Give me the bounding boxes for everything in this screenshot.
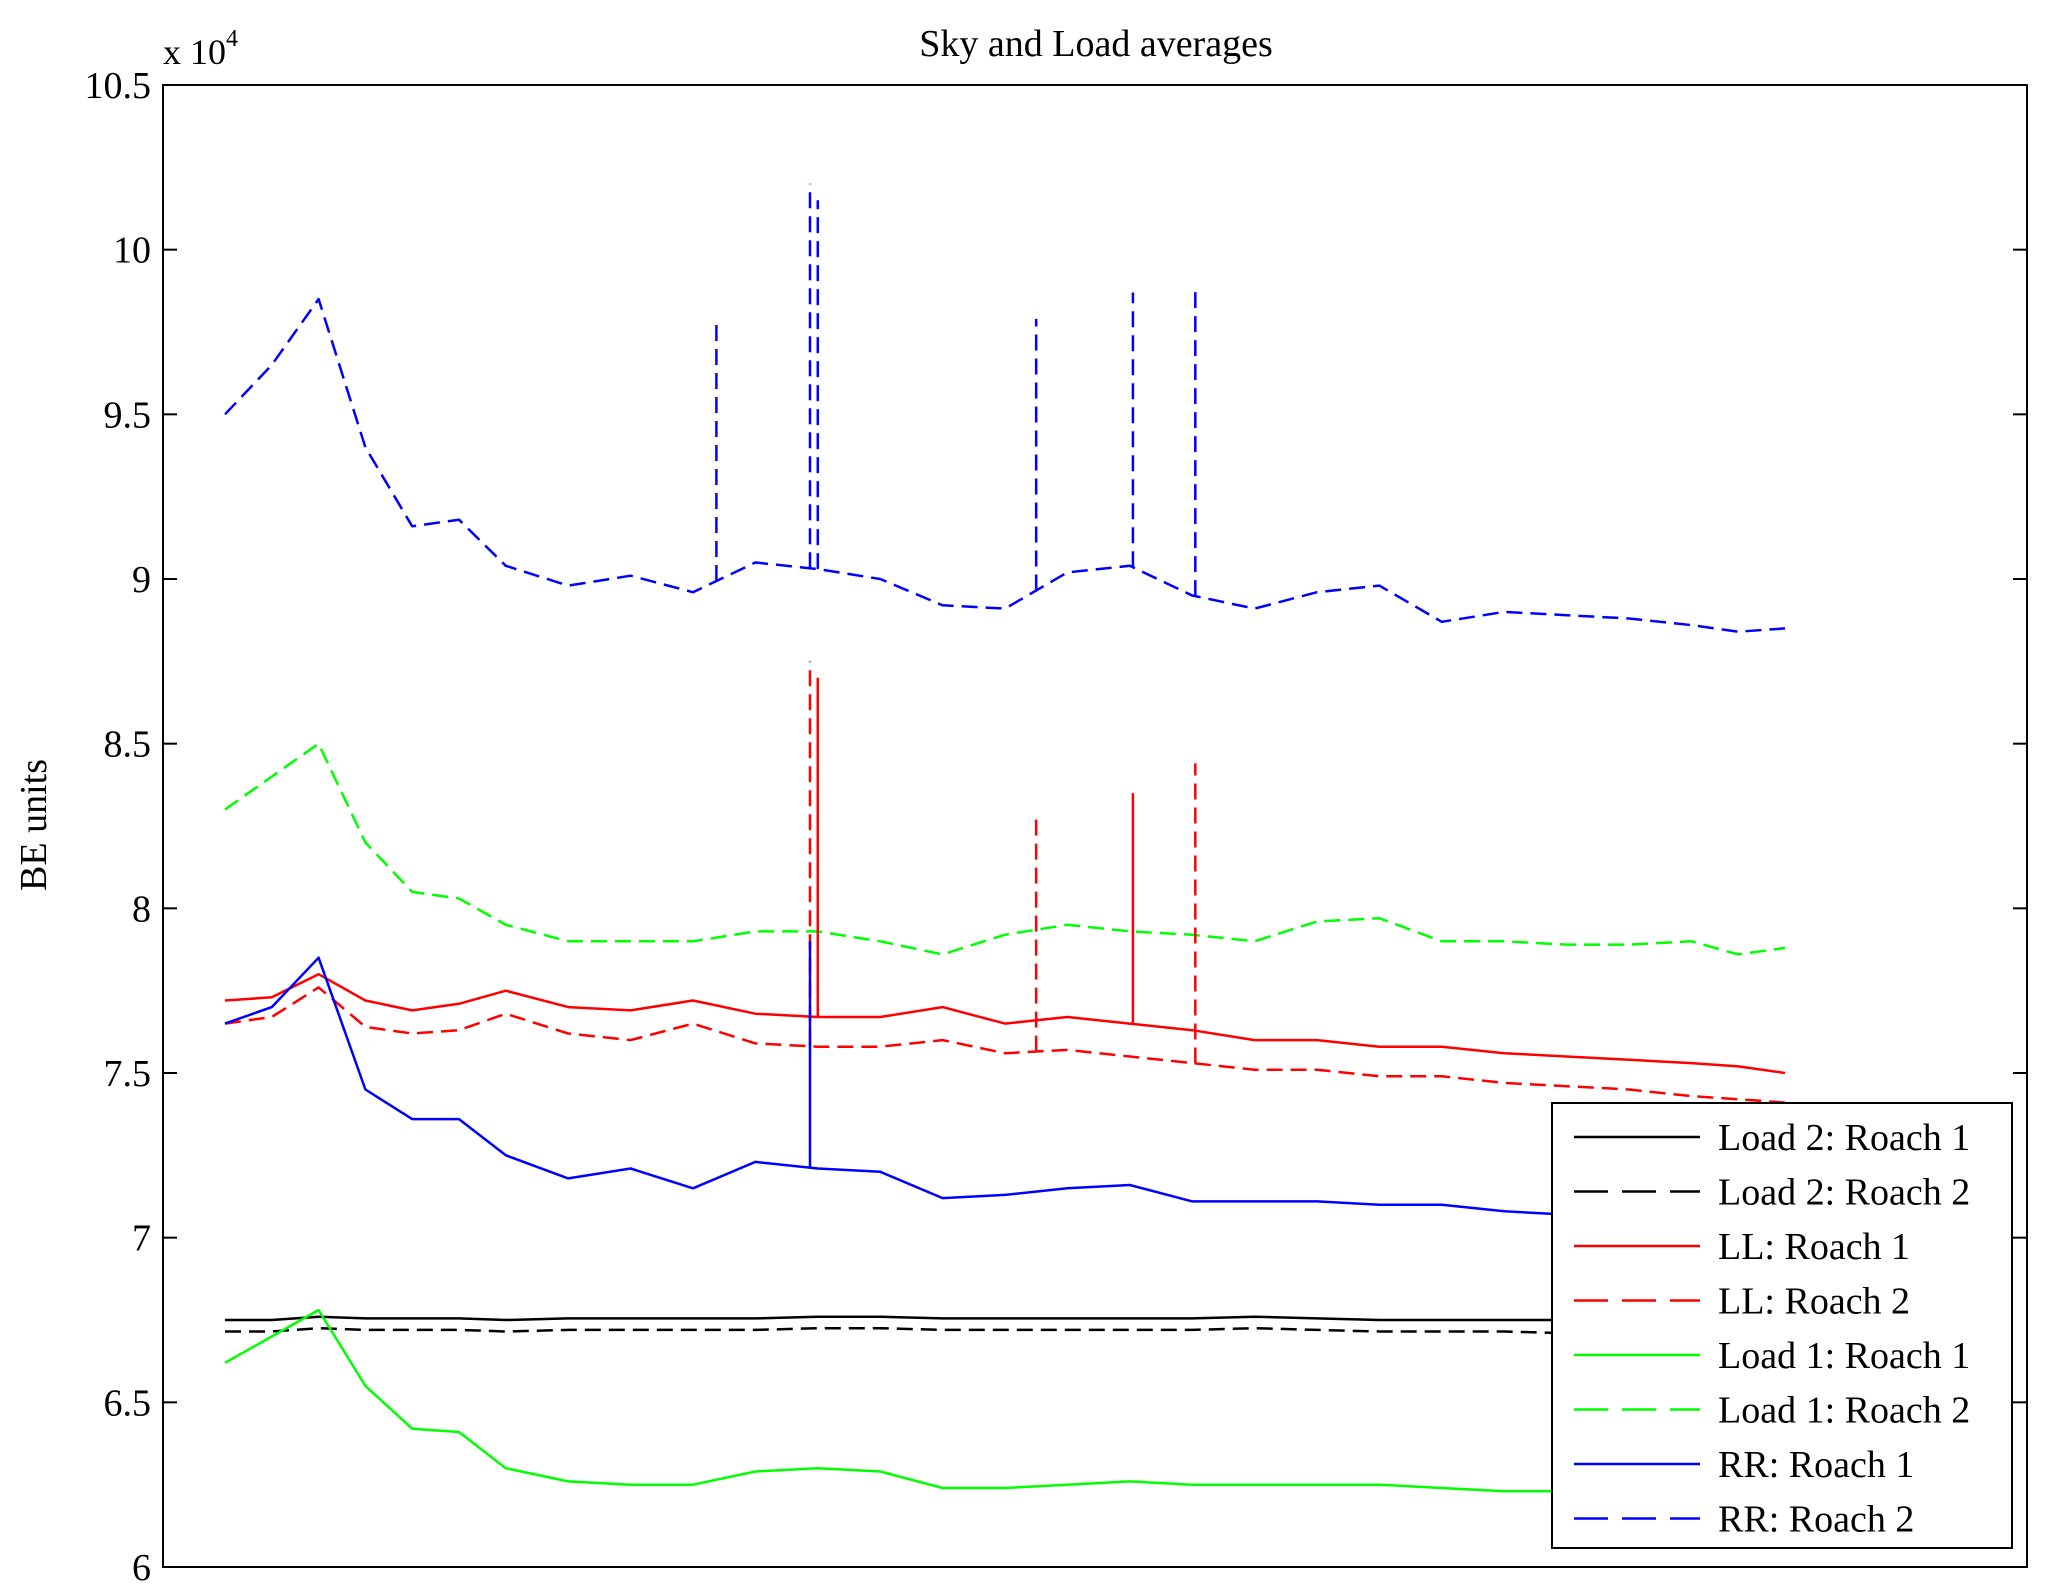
legend-label: LL: Roach 2 — [1718, 1281, 1910, 1323]
y-axis-ticks: 6 6.5 7 7.5 8 8.5 9 9.5 10 10.5 — [85, 65, 2027, 1589]
legend-label: Load 2: Roach 2 — [1718, 1172, 1970, 1214]
legend-label: Load 2: Roach 1 — [1718, 1117, 1970, 1159]
y-tick-label: 9.5 — [104, 394, 152, 436]
y-tick-label: 8.5 — [104, 724, 152, 766]
y-tick-label: 10 — [113, 230, 151, 272]
series-line-load-1-roach-2 — [224, 742, 1786, 956]
series-line-rr-roach-2 — [224, 297, 1786, 633]
legend-label: LL: Roach 1 — [1718, 1226, 1910, 1268]
legend-label: Load 1: Roach 2 — [1718, 1390, 1970, 1432]
legend-label: Load 1: Roach 1 — [1718, 1335, 1970, 1377]
series-line-load-2-roach-1 — [225, 1315, 1786, 1325]
y-tick-label: 7.5 — [104, 1053, 152, 1095]
y-axis-multiplier-base: x 10 — [163, 32, 226, 72]
series-line-load-2-roach-2 — [225, 1326, 1785, 1337]
y-axis-multiplier: x 104 — [163, 26, 238, 72]
y-tick-label: 6.5 — [104, 1382, 152, 1424]
series-line-ll-roach-1 — [224, 972, 1786, 1075]
legend-label: RR: Roach 2 — [1718, 1499, 1914, 1541]
plot-series — [224, 297, 1786, 1496]
y-axis-multiplier-exponent: 4 — [226, 26, 238, 52]
chart-title: Sky and Load averages — [919, 23, 1273, 65]
legend-label: RR: Roach 1 — [1718, 1444, 1914, 1486]
y-tick-label: 8 — [132, 888, 151, 930]
series-line-ll-roach-2 — [224, 986, 1786, 1104]
y-tick-label: 7 — [132, 1218, 151, 1260]
y-tick-label: 10.5 — [85, 65, 152, 107]
y-axis-label: BE units — [13, 759, 55, 891]
y-tick-label: 6 — [132, 1547, 151, 1589]
y-tick-label: 9 — [132, 559, 151, 601]
series-line-load-1-roach-1 — [224, 1308, 1785, 1496]
axes-box — [162, 84, 2028, 1568]
legend: Load 2: Roach 1 Load 2: Roach 2 LL: Roach … — [1551, 1102, 2013, 1549]
spikes — [715, 183, 1197, 1168]
series-line-rr-roach-1 — [224, 956, 1786, 1230]
legend-box — [1551, 1102, 2013, 1549]
